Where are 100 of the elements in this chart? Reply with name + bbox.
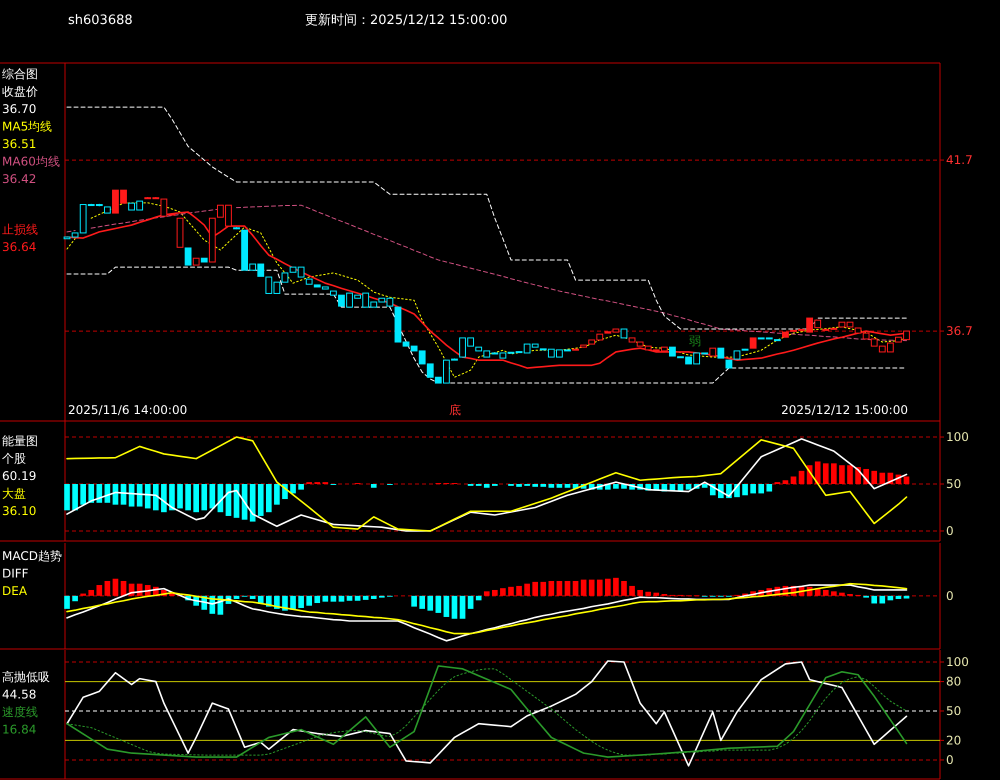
bar <box>540 582 546 596</box>
annotation: 2025/11/6 14:00:00 <box>68 403 188 417</box>
bar <box>201 484 208 510</box>
bar <box>653 592 660 596</box>
bar <box>88 590 94 596</box>
y-axis-title: 能量图 <box>2 434 38 448</box>
annotation: 底 <box>449 403 461 417</box>
bar <box>370 596 377 599</box>
bar <box>572 580 578 596</box>
bar <box>96 585 102 596</box>
bar <box>234 484 240 518</box>
bar <box>177 484 183 508</box>
bar <box>847 465 853 484</box>
candlestick <box>717 348 724 359</box>
bar <box>274 484 280 505</box>
bar <box>322 596 328 602</box>
text: 36.51 <box>2 137 36 151</box>
bar <box>298 596 304 608</box>
bar <box>596 580 603 596</box>
bar <box>484 591 490 596</box>
y-tick-label: 80 <box>946 674 962 689</box>
bar <box>500 588 506 596</box>
y-tick-label: 0 <box>946 524 954 538</box>
y-tick-label: 100 <box>946 430 969 444</box>
bar <box>427 596 434 611</box>
bar <box>258 484 264 516</box>
bar <box>879 596 886 604</box>
bar <box>637 590 643 596</box>
candlestick <box>184 247 192 266</box>
bar <box>871 596 878 604</box>
bar <box>798 470 804 484</box>
bar <box>831 463 837 484</box>
bar <box>209 484 216 508</box>
bar <box>742 484 748 496</box>
bar <box>814 461 821 484</box>
candlestick <box>750 337 757 349</box>
annotation: 弱 <box>689 334 701 348</box>
bar <box>540 484 546 487</box>
bar <box>532 484 538 487</box>
bar <box>161 484 167 512</box>
bar <box>468 596 474 609</box>
bar <box>702 484 708 488</box>
bar <box>678 484 684 491</box>
bar <box>492 590 498 596</box>
y-tick-label: 36.7 <box>946 324 973 338</box>
text: MA60均线 <box>2 154 60 168</box>
bar <box>839 592 845 596</box>
bar <box>516 586 522 596</box>
bar <box>234 596 240 599</box>
chart-subtitle: 更新时间：2025/12/12 15:00:00 <box>305 13 508 28</box>
bar <box>104 580 110 596</box>
bar <box>152 484 159 510</box>
text: DIFF <box>2 566 29 580</box>
bar <box>904 476 910 484</box>
y-axis-title: 综合图 <box>2 67 38 81</box>
bar <box>524 584 530 596</box>
text: DEA <box>2 584 28 598</box>
y-tick-label: 50 <box>946 477 962 492</box>
bar <box>758 484 764 494</box>
text: 收盘价 <box>2 84 38 98</box>
bar <box>580 580 586 596</box>
y-tick-label: 20 <box>946 733 962 748</box>
bar <box>822 590 829 596</box>
bar <box>588 580 595 596</box>
y-tick-label: 100 <box>946 654 969 669</box>
bar <box>112 578 118 596</box>
text: 36.64 <box>2 240 36 254</box>
bar <box>782 480 788 484</box>
bar <box>290 484 296 494</box>
bar <box>226 484 232 516</box>
bar <box>613 484 619 489</box>
bar <box>831 591 837 596</box>
bar <box>645 592 652 596</box>
bar <box>362 596 369 600</box>
text: 60.19 <box>2 469 36 483</box>
bar <box>346 596 352 601</box>
bar <box>411 596 417 607</box>
bar <box>169 484 175 510</box>
bar <box>766 484 772 492</box>
bar <box>556 580 562 596</box>
bar <box>839 465 845 484</box>
bar <box>144 484 151 508</box>
bar <box>556 484 562 488</box>
text: 止损线 <box>2 222 38 236</box>
bar <box>686 484 692 490</box>
bar <box>354 596 360 601</box>
y-axis-title: MACD趋势 <box>2 549 62 563</box>
bar <box>822 463 829 484</box>
bar <box>879 472 886 484</box>
bar <box>298 484 304 490</box>
text: 36.70 <box>2 102 36 116</box>
bar <box>508 586 514 596</box>
bar <box>613 578 619 596</box>
bar <box>790 476 796 484</box>
bar <box>896 596 902 599</box>
bar <box>629 586 635 596</box>
bar <box>605 578 611 596</box>
bar <box>750 484 756 494</box>
bar <box>72 484 78 510</box>
chart-title: sh603688 <box>68 13 133 28</box>
